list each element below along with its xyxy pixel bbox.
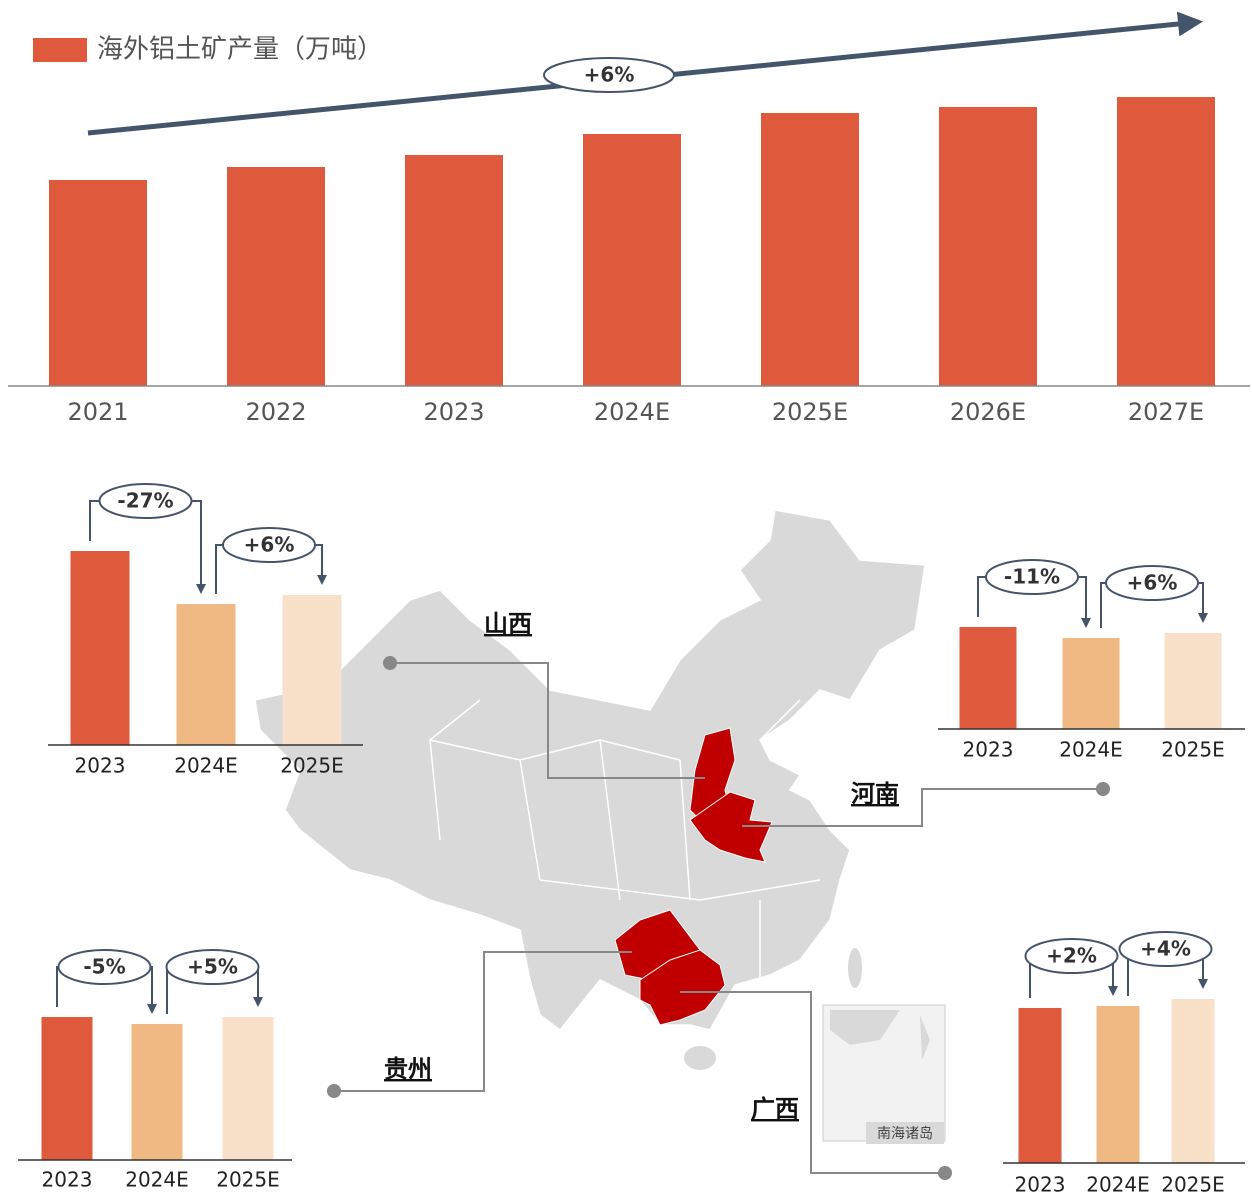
bar [761, 113, 859, 386]
bar [405, 155, 503, 386]
x-tick-label: 2025E [280, 754, 344, 778]
x-tick-label: 2026E [950, 398, 1026, 426]
dot [327, 1084, 341, 1098]
x-tick-label: 2025E [1161, 1173, 1225, 1195]
taiwan [848, 948, 862, 988]
province-label: 河南 [851, 780, 899, 808]
annotation-label: +6% [244, 533, 295, 557]
bar [1117, 97, 1215, 386]
annotation-label: +6% [1127, 571, 1178, 595]
annotation-label: +5% [187, 955, 238, 979]
x-tick-label: 2021 [67, 398, 128, 426]
china-map: 南海诸岛 山西 河南 贵州 广西 [254, 509, 1110, 1180]
legend-swatch [33, 38, 87, 62]
bar [1096, 1006, 1140, 1163]
annotation-oval [222, 527, 316, 563]
bar [939, 107, 1037, 386]
x-tick-label: 2022 [245, 398, 306, 426]
x-tick-label: 2027E [1128, 398, 1204, 426]
legend-label: 海外铝土矿产量（万吨） [97, 35, 383, 65]
bar [70, 551, 130, 745]
bar [959, 627, 1017, 729]
hainan [684, 1046, 716, 1070]
province-label: 贵州 [384, 1055, 432, 1083]
henan-region [689, 791, 773, 863]
annotation-oval [1024, 938, 1119, 974]
x-tick-label: 2023 [963, 738, 1014, 762]
bar [1018, 1008, 1062, 1163]
x-tick-label: 2024E [1086, 1173, 1150, 1195]
connector [742, 788, 1103, 827]
connectors [334, 662, 1103, 1174]
connector-dots [327, 656, 1110, 1180]
annotation-oval [1105, 565, 1199, 601]
bar [176, 604, 236, 745]
province-label: 山西 [484, 610, 532, 638]
inset-land [830, 1010, 930, 1060]
guangxi-region [639, 949, 726, 1026]
province-borders [429, 699, 821, 980]
bar [1062, 638, 1120, 729]
bar [227, 167, 325, 386]
bar [222, 1017, 274, 1160]
bar [1171, 999, 1215, 1163]
annotation-oval [98, 483, 193, 519]
x-tick-label: 2024E [1059, 738, 1123, 762]
x-tick-label: 2025E [216, 1168, 280, 1192]
inset-label: 南海诸岛 [877, 1126, 933, 1142]
annotation-oval [1118, 931, 1213, 967]
annotation-label: +4% [1140, 937, 1191, 961]
annotation-label: +6% [584, 63, 635, 87]
bar [131, 1024, 183, 1160]
annotation-oval [985, 559, 1079, 595]
connector [390, 662, 705, 779]
annotation-oval [57, 949, 152, 985]
x-tick-label: 2023 [42, 1168, 93, 1192]
inset-label-bg [866, 1122, 944, 1144]
bar [49, 180, 147, 386]
dot [1096, 782, 1110, 796]
connector [680, 991, 945, 1174]
dot [383, 656, 397, 670]
annotation-label: -27% [117, 489, 173, 513]
annotation-oval [543, 57, 675, 93]
bar [41, 1017, 93, 1160]
annotation-label: -5% [83, 955, 125, 979]
x-tick-label: 2023 [1015, 1173, 1066, 1195]
annotation-oval [165, 949, 260, 985]
x-tick-label: 2024E [125, 1168, 189, 1192]
annotation-label: +2% [1046, 944, 1097, 968]
x-tick-label: 2023 [75, 754, 126, 778]
x-tick-label: 2024E [594, 398, 670, 426]
connector [334, 951, 632, 1092]
bar [282, 595, 342, 745]
x-tick-label: 2024E [174, 754, 238, 778]
province-label: 广西 [751, 1095, 799, 1123]
bar [583, 134, 681, 386]
x-tick-label: 2025E [772, 398, 848, 426]
dot [938, 1166, 952, 1180]
bar [1164, 633, 1222, 729]
x-tick-label: 2025E [1161, 738, 1225, 762]
annotation-label: -11% [1004, 565, 1060, 589]
x-tick-label: 2023 [423, 398, 484, 426]
